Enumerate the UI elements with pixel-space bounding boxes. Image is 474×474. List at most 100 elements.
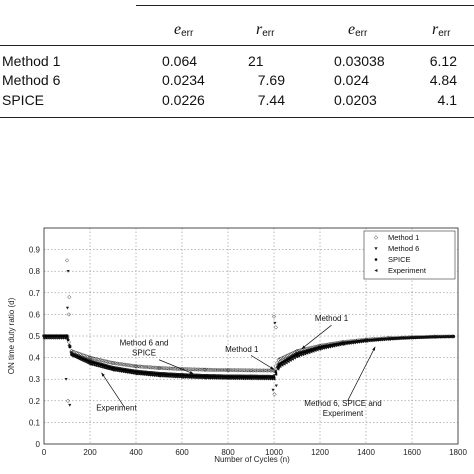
data-point bbox=[202, 367, 208, 372]
data-point bbox=[98, 365, 102, 369]
y-tick-label: 0.6 bbox=[29, 310, 41, 319]
data-point bbox=[398, 337, 402, 341]
data-point bbox=[164, 366, 169, 371]
data-point bbox=[114, 369, 118, 373]
data-point bbox=[138, 364, 143, 369]
data-point bbox=[338, 343, 342, 347]
data-point bbox=[193, 367, 198, 372]
data-point bbox=[88, 355, 94, 360]
data-point bbox=[263, 377, 267, 381]
data-point bbox=[425, 335, 429, 339]
data-point bbox=[367, 339, 371, 343]
annotation-arrow-head bbox=[101, 372, 105, 377]
data-point bbox=[354, 340, 358, 344]
annotation-arrow-line bbox=[250, 355, 275, 370]
data-point bbox=[190, 367, 196, 372]
data-point bbox=[111, 368, 115, 372]
data-point bbox=[226, 367, 232, 373]
table-cell: 6.12 bbox=[429, 53, 457, 69]
data-point bbox=[408, 336, 412, 340]
x-tick-label: 600 bbox=[175, 448, 189, 457]
data-point bbox=[211, 367, 216, 373]
y-tick-label: 0 bbox=[36, 440, 41, 449]
legend-entry: Method 6 bbox=[388, 244, 419, 253]
data-point bbox=[172, 375, 176, 379]
data-point bbox=[369, 339, 373, 343]
data-point bbox=[277, 363, 280, 367]
y-tick-label: 0.5 bbox=[29, 332, 41, 341]
data-point bbox=[157, 365, 163, 371]
data-point bbox=[222, 367, 227, 373]
y-axis-label: ON time duty ratio (d) bbox=[7, 297, 16, 374]
data-point bbox=[201, 367, 207, 372]
data-point bbox=[270, 377, 274, 381]
data-point bbox=[50, 336, 54, 340]
series-experiment bbox=[42, 335, 455, 381]
data-point bbox=[277, 365, 280, 369]
data-point bbox=[50, 334, 53, 338]
data-point bbox=[102, 366, 106, 370]
legend: Method 1 Method 6 SPICE Experiment bbox=[363, 230, 456, 280]
data-point bbox=[141, 372, 145, 376]
data-point bbox=[195, 367, 200, 372]
data-point bbox=[288, 358, 292, 362]
data-point bbox=[217, 367, 222, 373]
data-point bbox=[379, 338, 383, 342]
data-point bbox=[255, 368, 261, 373]
data-point bbox=[212, 376, 216, 380]
data-point bbox=[237, 368, 243, 373]
y-tick-label: 0.9 bbox=[29, 246, 41, 255]
data-point bbox=[412, 336, 416, 340]
data-point bbox=[284, 353, 290, 359]
data-point bbox=[290, 357, 294, 361]
data-point bbox=[286, 360, 290, 364]
data-point bbox=[421, 336, 425, 340]
data-point bbox=[124, 362, 129, 368]
data-point bbox=[292, 356, 296, 360]
data-point bbox=[253, 377, 257, 381]
data-point bbox=[387, 337, 391, 341]
table-cell: 7.69 bbox=[257, 72, 285, 88]
data-point bbox=[141, 364, 146, 369]
table-cell: 0.024 bbox=[334, 72, 370, 88]
data-point bbox=[361, 340, 365, 344]
data-point bbox=[160, 374, 164, 378]
table-cell: 0.03038 bbox=[334, 53, 385, 69]
data-point bbox=[230, 377, 234, 381]
data-point bbox=[205, 376, 209, 380]
data-point bbox=[79, 358, 83, 362]
data-point bbox=[186, 367, 192, 372]
data-point bbox=[154, 374, 158, 378]
data-point bbox=[90, 355, 95, 361]
data-point bbox=[245, 377, 249, 381]
data-point bbox=[226, 377, 230, 381]
data-point bbox=[232, 368, 237, 373]
y-tick-labels: 0 0.1 0.2 0.3 0.4 0.5 0.6 0.7 0.8 0.9 bbox=[29, 246, 41, 449]
data-point bbox=[106, 359, 112, 365]
annotation-arrow-line bbox=[301, 324, 332, 350]
data-point bbox=[218, 376, 222, 380]
data-point bbox=[179, 375, 183, 379]
data-point bbox=[433, 335, 437, 339]
data-point bbox=[216, 376, 220, 380]
data-point bbox=[357, 340, 361, 344]
data-point bbox=[143, 373, 147, 377]
data-point bbox=[185, 375, 189, 379]
annotation-arrow-line bbox=[101, 372, 125, 408]
data-point bbox=[274, 371, 278, 374]
annotation-arrow-head bbox=[270, 366, 274, 370]
data-point bbox=[146, 365, 152, 370]
data-point bbox=[203, 367, 208, 372]
data-point bbox=[97, 357, 102, 362]
data-point bbox=[265, 375, 268, 379]
data-point bbox=[152, 373, 156, 377]
data-point bbox=[57, 334, 61, 338]
data-point bbox=[282, 362, 286, 366]
data-point bbox=[210, 376, 214, 380]
data-point bbox=[166, 374, 170, 378]
data-point bbox=[427, 335, 431, 339]
data-point bbox=[206, 367, 211, 372]
x-tick-label: 200 bbox=[83, 448, 97, 457]
data-point bbox=[172, 366, 178, 371]
data-point bbox=[157, 374, 161, 378]
